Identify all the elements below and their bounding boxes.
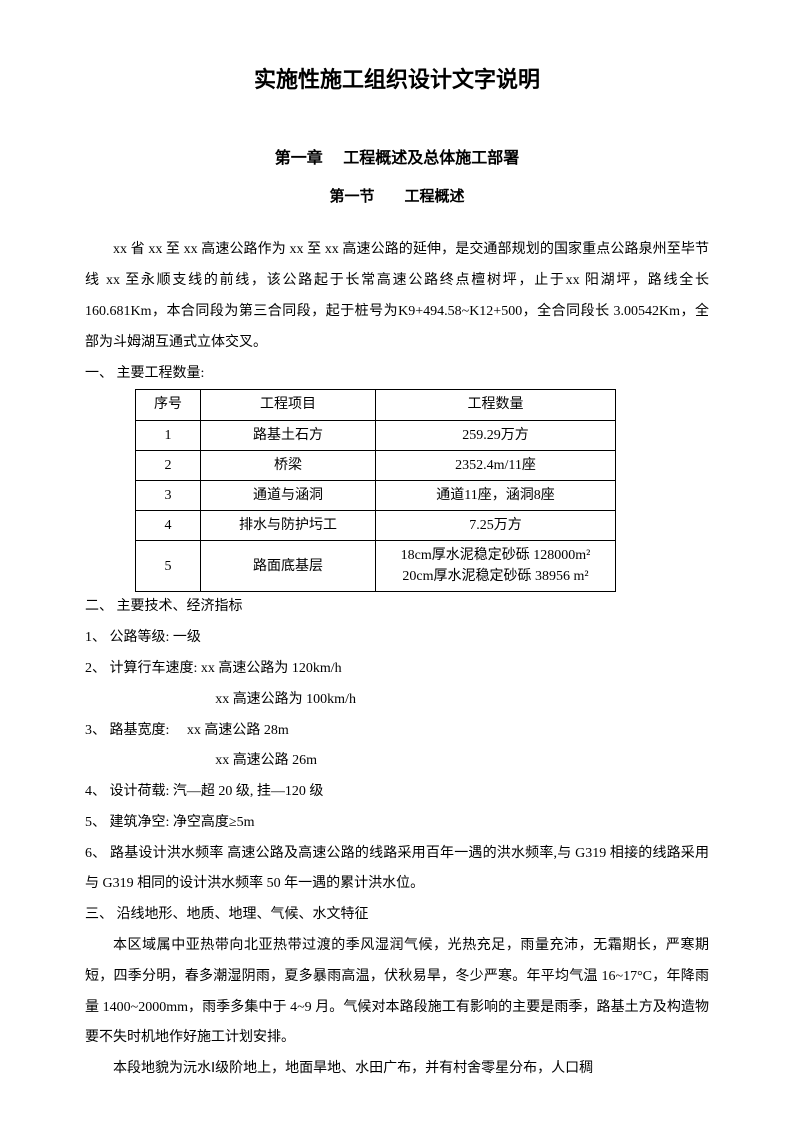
spec-item-2b: xx 高速公路为 100km/h bbox=[85, 685, 709, 716]
spec-item-4: 4、 设计荷载: 汽—超 20 级, 挂—120 级 bbox=[85, 777, 709, 808]
table-row: 5 路面底基层 18cm厚水泥稳定砂砾 128000m²20cm厚水泥稳定砂砾 … bbox=[136, 541, 616, 592]
paragraph-3: 本段地貌为沅水Ⅰ级阶地上，地面旱地、水田广布，并有村舍零星分布，人口稠 bbox=[85, 1054, 709, 1085]
table-cell: 7.25万方 bbox=[376, 511, 616, 541]
table-body: 1 路基土石方 259.29万方 2 桥梁 2352.4m/11座 3 通道与涵… bbox=[136, 420, 616, 592]
table-row: 4 排水与防护圬工 7.25万方 bbox=[136, 511, 616, 541]
table-cell: 2352.4m/11座 bbox=[376, 450, 616, 480]
table-row: 2 桥梁 2352.4m/11座 bbox=[136, 450, 616, 480]
table-row: 1 路基土石方 259.29万方 bbox=[136, 420, 616, 450]
spec-item-1: 1、 公路等级: 一级 bbox=[85, 623, 709, 654]
table-cell: 1 bbox=[136, 420, 201, 450]
section-title: 第一节 工程概述 bbox=[85, 183, 709, 210]
table-row: 3 通道与涵洞 通道11座，涵洞8座 bbox=[136, 480, 616, 510]
spec-item-5: 5、 建筑净空: 净空高度≥5m bbox=[85, 808, 709, 839]
table-cell: 排水与防护圬工 bbox=[201, 511, 376, 541]
heading-1: 一、 主要工程数量: bbox=[85, 359, 709, 390]
quantity-table: 序号 工程项目 工程数量 1 路基土石方 259.29万方 2 桥梁 2352.… bbox=[135, 389, 616, 592]
heading-2: 二、 主要技术、经济指标 bbox=[85, 592, 709, 623]
table-cell: 5 bbox=[136, 541, 201, 592]
table-cell: 3 bbox=[136, 480, 201, 510]
table-header-1: 序号 bbox=[136, 390, 201, 420]
table-cell: 路基土石方 bbox=[201, 420, 376, 450]
spec-item-3b: xx 高速公路 26m bbox=[85, 746, 709, 777]
paragraph-1: xx 省 xx 至 xx 高速公路作为 xx 至 xx 高速公路的延伸，是交通部… bbox=[85, 235, 709, 358]
table-cell: 18cm厚水泥稳定砂砾 128000m²20cm厚水泥稳定砂砾 38956 m² bbox=[376, 541, 616, 592]
paragraph-2: 本区域属中亚热带向北亚热带过渡的季风湿润气候，光热充足，雨量充沛，无霜期长，严寒… bbox=[85, 931, 709, 1054]
chapter-title: 第一章 工程概述及总体施工部署 bbox=[85, 145, 709, 174]
spec-item-3: 3、 路基宽度: xx 高速公路 28m bbox=[85, 716, 709, 747]
table-cell: 路面底基层 bbox=[201, 541, 376, 592]
table-header-3: 工程数量 bbox=[376, 390, 616, 420]
table-cell: 通道11座，涵洞8座 bbox=[376, 480, 616, 510]
table-cell: 259.29万方 bbox=[376, 420, 616, 450]
spec-item-2: 2、 计算行车速度: xx 高速公路为 120km/h bbox=[85, 654, 709, 685]
table-cell: 4 bbox=[136, 511, 201, 541]
main-title: 实施性施工组织设计文字说明 bbox=[85, 60, 709, 100]
table-header-2: 工程项目 bbox=[201, 390, 376, 420]
spec-item-6: 6、 路基设计洪水频率 高速公路及高速公路的线路采用百年一遇的洪水频率,与 G3… bbox=[85, 839, 709, 901]
table-cell: 桥梁 bbox=[201, 450, 376, 480]
table-cell: 通道与涵洞 bbox=[201, 480, 376, 510]
table-cell: 2 bbox=[136, 450, 201, 480]
heading-3: 三、 沿线地形、地质、地理、气候、水文特征 bbox=[85, 900, 709, 931]
